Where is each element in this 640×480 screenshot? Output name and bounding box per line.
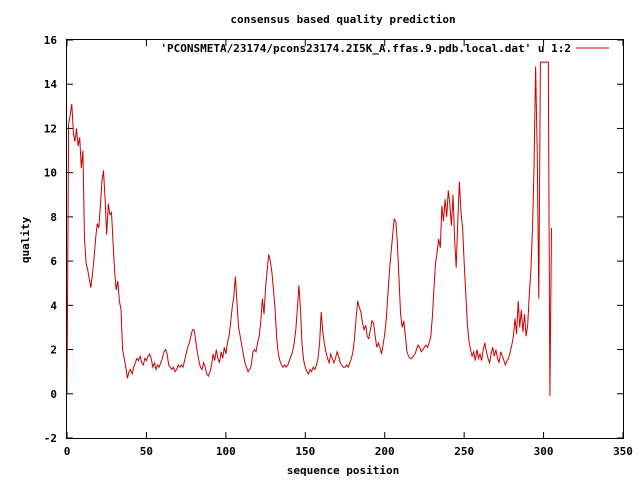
x-tick-label: 350 bbox=[613, 445, 633, 458]
chart-title: consensus based quality prediction bbox=[230, 13, 455, 26]
y-tick-label: 2 bbox=[50, 344, 57, 357]
x-tick-label: 250 bbox=[454, 445, 474, 458]
plot-frame bbox=[66, 39, 624, 439]
legend: 'PCONSMETA/23174/pcons23174.2I5K_A.ffas.… bbox=[160, 42, 609, 55]
series-layer bbox=[66, 61, 552, 397]
axis-ticks: 0 50 100 150 200 250 300 350 -2 0 2 4 6 8 10 12 14 16 bbox=[44, 34, 633, 458]
x-tick-label: 150 bbox=[295, 445, 315, 458]
x-tick-label: 50 bbox=[140, 445, 153, 458]
y-axis-label: quality bbox=[19, 216, 32, 263]
y-tick-label: -2 bbox=[44, 432, 57, 445]
y-tick-label: 0 bbox=[50, 388, 57, 401]
y-tick-label: 14 bbox=[44, 78, 58, 91]
legend-entry-label: 'PCONSMETA/23174/pcons23174.2I5K_A.ffas.… bbox=[160, 42, 571, 55]
y-tick-label: 4 bbox=[50, 299, 57, 312]
x-axis-label: sequence position bbox=[287, 464, 400, 477]
series-line bbox=[66, 61, 552, 397]
x-tick-label: 300 bbox=[534, 445, 554, 458]
x-tick-label: 0 bbox=[64, 445, 71, 458]
y-tick-label: 8 bbox=[50, 211, 57, 224]
x-tick-label: 100 bbox=[216, 445, 236, 458]
y-tick-label: 16 bbox=[44, 34, 58, 47]
y-tick-label: 6 bbox=[50, 255, 57, 268]
x-tick-label: 200 bbox=[375, 445, 395, 458]
y-tick-label: 12 bbox=[44, 122, 57, 135]
y-tick-label: 10 bbox=[44, 167, 57, 180]
